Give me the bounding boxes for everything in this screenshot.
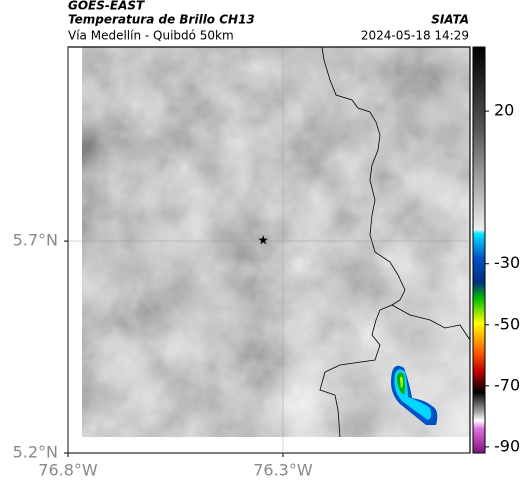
border <box>319 46 406 438</box>
border <box>391 304 471 341</box>
map <box>67 46 471 454</box>
satellite-brightening <box>82 47 470 437</box>
y-tick-label: 5.2°N <box>13 443 58 462</box>
colorbar-tick-label: -90 <box>494 436 520 455</box>
source: SIATA <box>431 13 469 27</box>
colorbar-tick-label: -30 <box>494 253 520 272</box>
storm-cell <box>391 365 438 425</box>
colorbar-tick-label: -50 <box>494 314 520 333</box>
y-tick-label: 5.7°N <box>13 231 58 250</box>
x-tick-label: 76.3°W <box>253 461 313 480</box>
subtitle: Temperatura de Brillo CH13 <box>68 13 255 27</box>
region: Vía Medellín - Quibdó 50km <box>68 29 234 43</box>
x-tick-label: 76.8°W <box>38 461 98 480</box>
colorbar-tick-label: 20 <box>494 101 514 120</box>
colorbar <box>472 46 486 454</box>
title: GOES-EAST <box>68 0 145 13</box>
timestamp: 2024-05-18 14:29 <box>361 29 469 43</box>
location-marker <box>258 235 268 245</box>
colorbar-tick-label: -70 <box>494 375 520 394</box>
